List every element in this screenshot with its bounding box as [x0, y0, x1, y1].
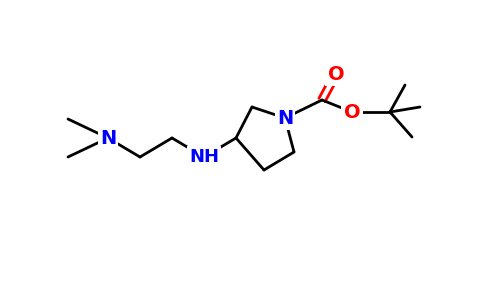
Text: NH: NH: [189, 148, 219, 166]
Text: O: O: [344, 103, 360, 122]
Text: O: O: [328, 64, 344, 83]
Text: N: N: [100, 128, 116, 148]
Text: N: N: [277, 109, 293, 128]
